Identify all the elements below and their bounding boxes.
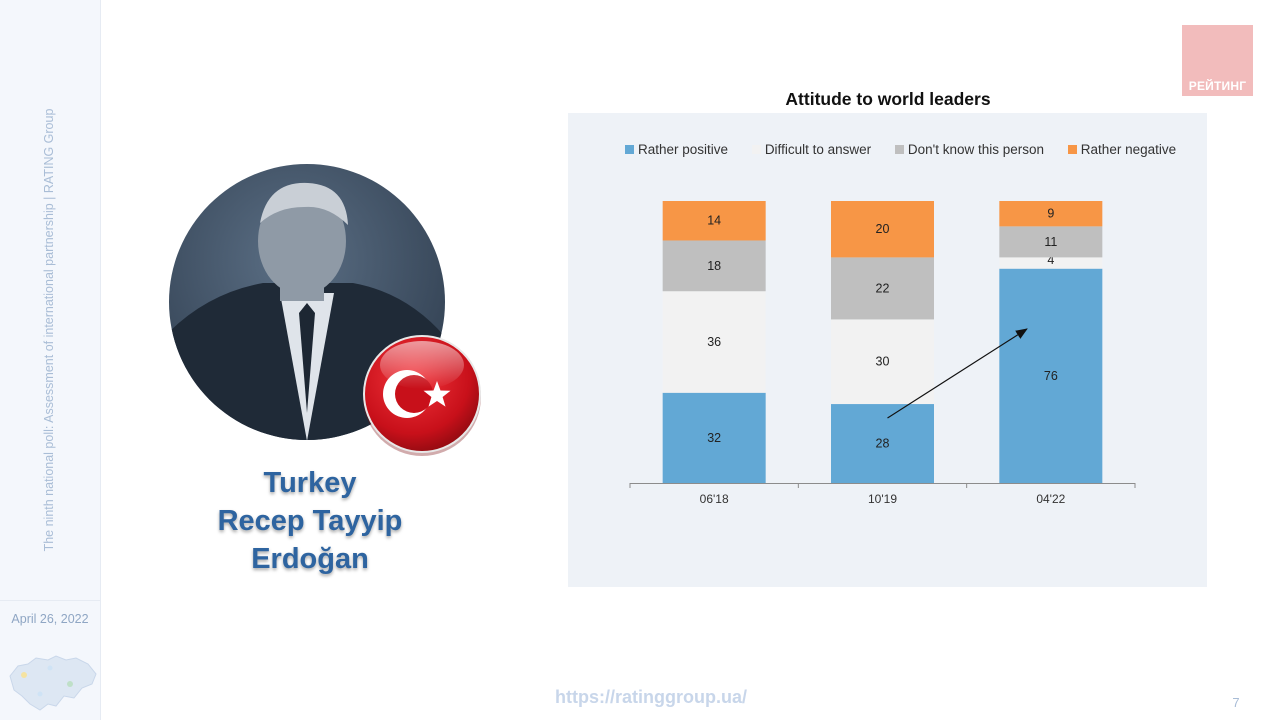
legend-swatch	[751, 145, 761, 154]
bar-segment	[999, 268, 1103, 483]
data-label: 14	[707, 214, 721, 228]
ukraine-map-icon	[9, 655, 97, 711]
data-label: 22	[876, 281, 890, 295]
country-name: Turkey	[263, 467, 357, 499]
chart-legend: Rather positive Difficult to answer Don'…	[625, 142, 1176, 157]
sidebar-vertical-title: The ninth national poll: Assessment of i…	[42, 108, 56, 552]
bar-segment	[831, 201, 934, 258]
sidebar-divider	[0, 600, 100, 601]
data-label: 18	[707, 259, 721, 273]
bar-segment	[999, 226, 1103, 258]
logo-text: РЕЙТИНГ	[1188, 79, 1247, 93]
data-label: 9	[1047, 207, 1054, 221]
data-label: 76	[1044, 369, 1058, 383]
trend-arrow	[887, 328, 1028, 419]
bar-segment	[662, 291, 766, 393]
leader-caption: Turkey Recep Tayyip Erdoğan	[160, 464, 460, 578]
page-number: 7	[1232, 695, 1240, 710]
rating-logo[interactable]: РЕЙТИНГ	[1182, 25, 1253, 96]
bar-segment	[662, 201, 766, 241]
legend-label: Don't know this person	[907, 142, 1045, 157]
data-label: 30	[876, 355, 890, 369]
legend-item-dont-know: Don't know this person	[894, 142, 1045, 157]
data-label: 28	[876, 437, 890, 451]
leader-name: Recep Tayyip Erdoğan	[217, 505, 403, 575]
bar-segment	[831, 404, 934, 483]
data-label: 11	[1044, 235, 1057, 249]
chart-title: Attitude to world leaders	[785, 89, 991, 109]
legend-swatch	[625, 145, 634, 154]
legend-item-rather-positive: Rather positive	[625, 142, 728, 157]
legend-item-difficult-to-answer: Difficult to answer	[751, 142, 872, 157]
turkey-flag-icon	[363, 335, 481, 456]
bar-segment	[831, 257, 934, 320]
footer-url[interactable]: https://ratinggroup.ua/	[555, 687, 747, 707]
bar-segment	[662, 240, 766, 292]
x-tick-label: 10'19	[868, 492, 897, 506]
legend-swatch	[894, 145, 904, 154]
bar-segment	[999, 257, 1103, 269]
stacked-bar-chart: 32 36 18 14 28 30 22 20 76 4 11 9 06'18 10'19 04'22	[629, 201, 1136, 506]
legend-swatch	[1067, 145, 1077, 154]
bar-segment	[999, 201, 1103, 227]
data-label: 32	[707, 431, 721, 445]
sidebar: The ninth national poll: Assessment of i…	[0, 0, 101, 720]
bar-segment	[831, 319, 934, 405]
data-label: 4	[1047, 253, 1054, 267]
data-label: 20	[876, 222, 890, 236]
legend-label: Rather negative	[1080, 142, 1177, 157]
legend-label: Difficult to answer	[764, 142, 872, 157]
x-tick-label: 04'22	[1036, 492, 1065, 506]
x-tick-label: 06'18	[700, 492, 729, 506]
legend-label: Rather positive	[638, 142, 729, 157]
legend-item-rather-negative: Rather negative	[1067, 142, 1177, 157]
report-date: April 26, 2022	[11, 612, 89, 626]
bar-segment	[662, 392, 766, 483]
data-label: 36	[707, 335, 721, 349]
